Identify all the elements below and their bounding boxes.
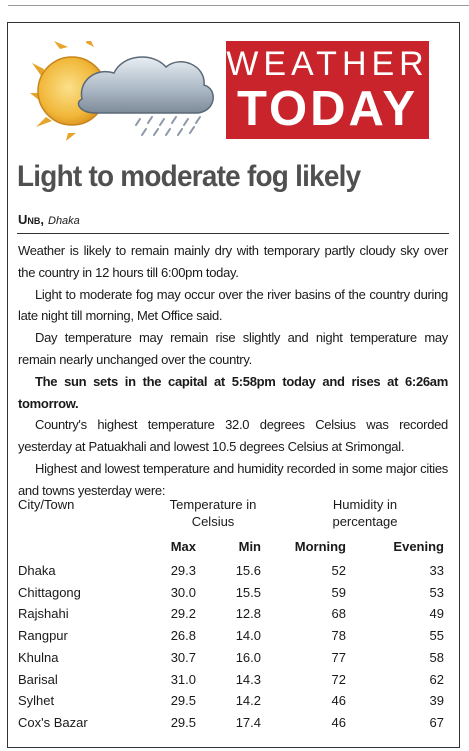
cell-evening: 33: [429, 563, 444, 578]
subheader-min: Min: [238, 539, 261, 554]
cell-max: 29.5: [170, 693, 196, 709]
cell-city: Rangpur: [18, 628, 68, 644]
cell-max: 30.7: [170, 649, 196, 665]
header-temperature-line2: Celsius: [191, 514, 235, 529]
table-row: Rajshahi 29.2 12.8 68 49: [18, 603, 444, 624]
cell-max: 26.8: [170, 628, 196, 644]
cell-city: Cox's Bazar: [18, 714, 88, 730]
cell-morning: 72: [331, 671, 346, 687]
cell-min: 14.3: [235, 671, 261, 687]
table-header-row: City/Town Temperature in Celsius Humidit…: [18, 496, 444, 529]
paragraph: Day temperature may remain rise slightly…: [18, 330, 448, 367]
cell-min: 16.0: [235, 649, 261, 665]
paragraph: Highest and lowest temperature and humid…: [18, 460, 448, 498]
header-city: City/Town: [18, 497, 75, 512]
byline-agency: Unb,: [18, 212, 44, 227]
cell-max: 30.0: [170, 584, 196, 600]
cell-evening: 55: [429, 628, 444, 644]
cell-city: Sylhet: [18, 693, 55, 709]
cell-min: 15.6: [235, 563, 261, 578]
cell-max: 31.0: [170, 671, 196, 687]
cell-morning: 46: [331, 693, 346, 709]
subheader-max: Max: [170, 539, 196, 554]
cell-morning: 78: [331, 628, 346, 644]
table-row: Dhaka 29.3 15.6 52 33: [18, 560, 444, 581]
article-body: Weather is likely to remain mainly dry w…: [18, 240, 448, 502]
cell-evening: 62: [429, 671, 444, 687]
sun-cloud-rain-icon: [30, 41, 214, 141]
weather-today-banner: WEATHER TODAY: [226, 41, 429, 139]
paragraph: Light to moderate fog may occur over the…: [18, 286, 448, 324]
table-row: Cox's Bazar 29.5 17.4 46 67: [18, 712, 444, 733]
header-humidity-line2: percentage: [332, 514, 398, 529]
article-frame: [7, 22, 460, 748]
cell-evening: 49: [429, 606, 444, 622]
cell-min: 17.4: [235, 714, 261, 730]
banner-weather-text: WEATHER: [226, 45, 429, 83]
paragraph: Weather is likely to remain mainly dry w…: [18, 243, 448, 280]
cell-city: Dhaka: [18, 563, 56, 578]
cell-city: Rajshahi: [18, 606, 69, 622]
article-headline: Light to moderate fog likely: [17, 160, 361, 193]
cell-evening: 58: [429, 649, 444, 665]
header-humidity-line1: Humidity in: [332, 497, 398, 512]
cell-min: 14.2: [235, 693, 261, 709]
cell-max: 29.5: [170, 714, 196, 730]
cell-min: 12.8: [235, 606, 261, 622]
table-subheader-row: Max Min Morning Evening: [18, 536, 444, 557]
table-row: Rangpur 26.8 14.0 78 55: [18, 625, 444, 646]
table-row: Barisal 31.0 14.3 72 62: [18, 669, 444, 690]
paragraph: Country's highest temperature 32.0 degre…: [18, 417, 448, 455]
cell-min: 14.0: [235, 628, 261, 644]
cell-city: Barisal: [18, 671, 58, 687]
cell-morning: 77: [331, 649, 346, 665]
cell-evening: 39: [429, 693, 444, 709]
table-row: Sylhet 29.5 14.2 46 39: [18, 690, 444, 711]
cell-evening: 53: [429, 584, 444, 600]
top-divider: [8, 5, 469, 6]
paragraph-bold: The sun sets in the capital at 5:58pm to…: [18, 373, 448, 411]
cell-morning: 46: [331, 714, 346, 730]
subheader-evening: Evening: [393, 539, 444, 554]
header-temperature: Temperature in Celsius: [168, 496, 258, 530]
byline-rule: [17, 233, 449, 234]
cell-city: Chittagong: [18, 584, 81, 600]
byline: Unb, Dhaka: [18, 212, 80, 227]
header-humidity: Humidity in percentage: [330, 496, 400, 530]
cell-morning: 68: [331, 606, 346, 622]
cell-max: 29.3: [170, 563, 196, 578]
cell-max: 29.2: [170, 606, 196, 622]
subheader-morning: Morning: [294, 539, 346, 554]
cell-min: 15.5: [235, 584, 261, 600]
table-row: Chittagong 30.0 15.5 59 53: [18, 582, 444, 603]
header-temperature-line1: Temperature in: [169, 497, 257, 512]
cell-morning: 52: [331, 563, 346, 578]
banner-today-text: TODAY: [236, 82, 419, 136]
cell-evening: 67: [429, 714, 444, 730]
cell-morning: 59: [331, 584, 346, 600]
table-row: Khulna 30.7 16.0 77 58: [18, 647, 444, 668]
byline-place: Dhaka: [48, 215, 80, 227]
cell-city: Khulna: [18, 649, 59, 665]
